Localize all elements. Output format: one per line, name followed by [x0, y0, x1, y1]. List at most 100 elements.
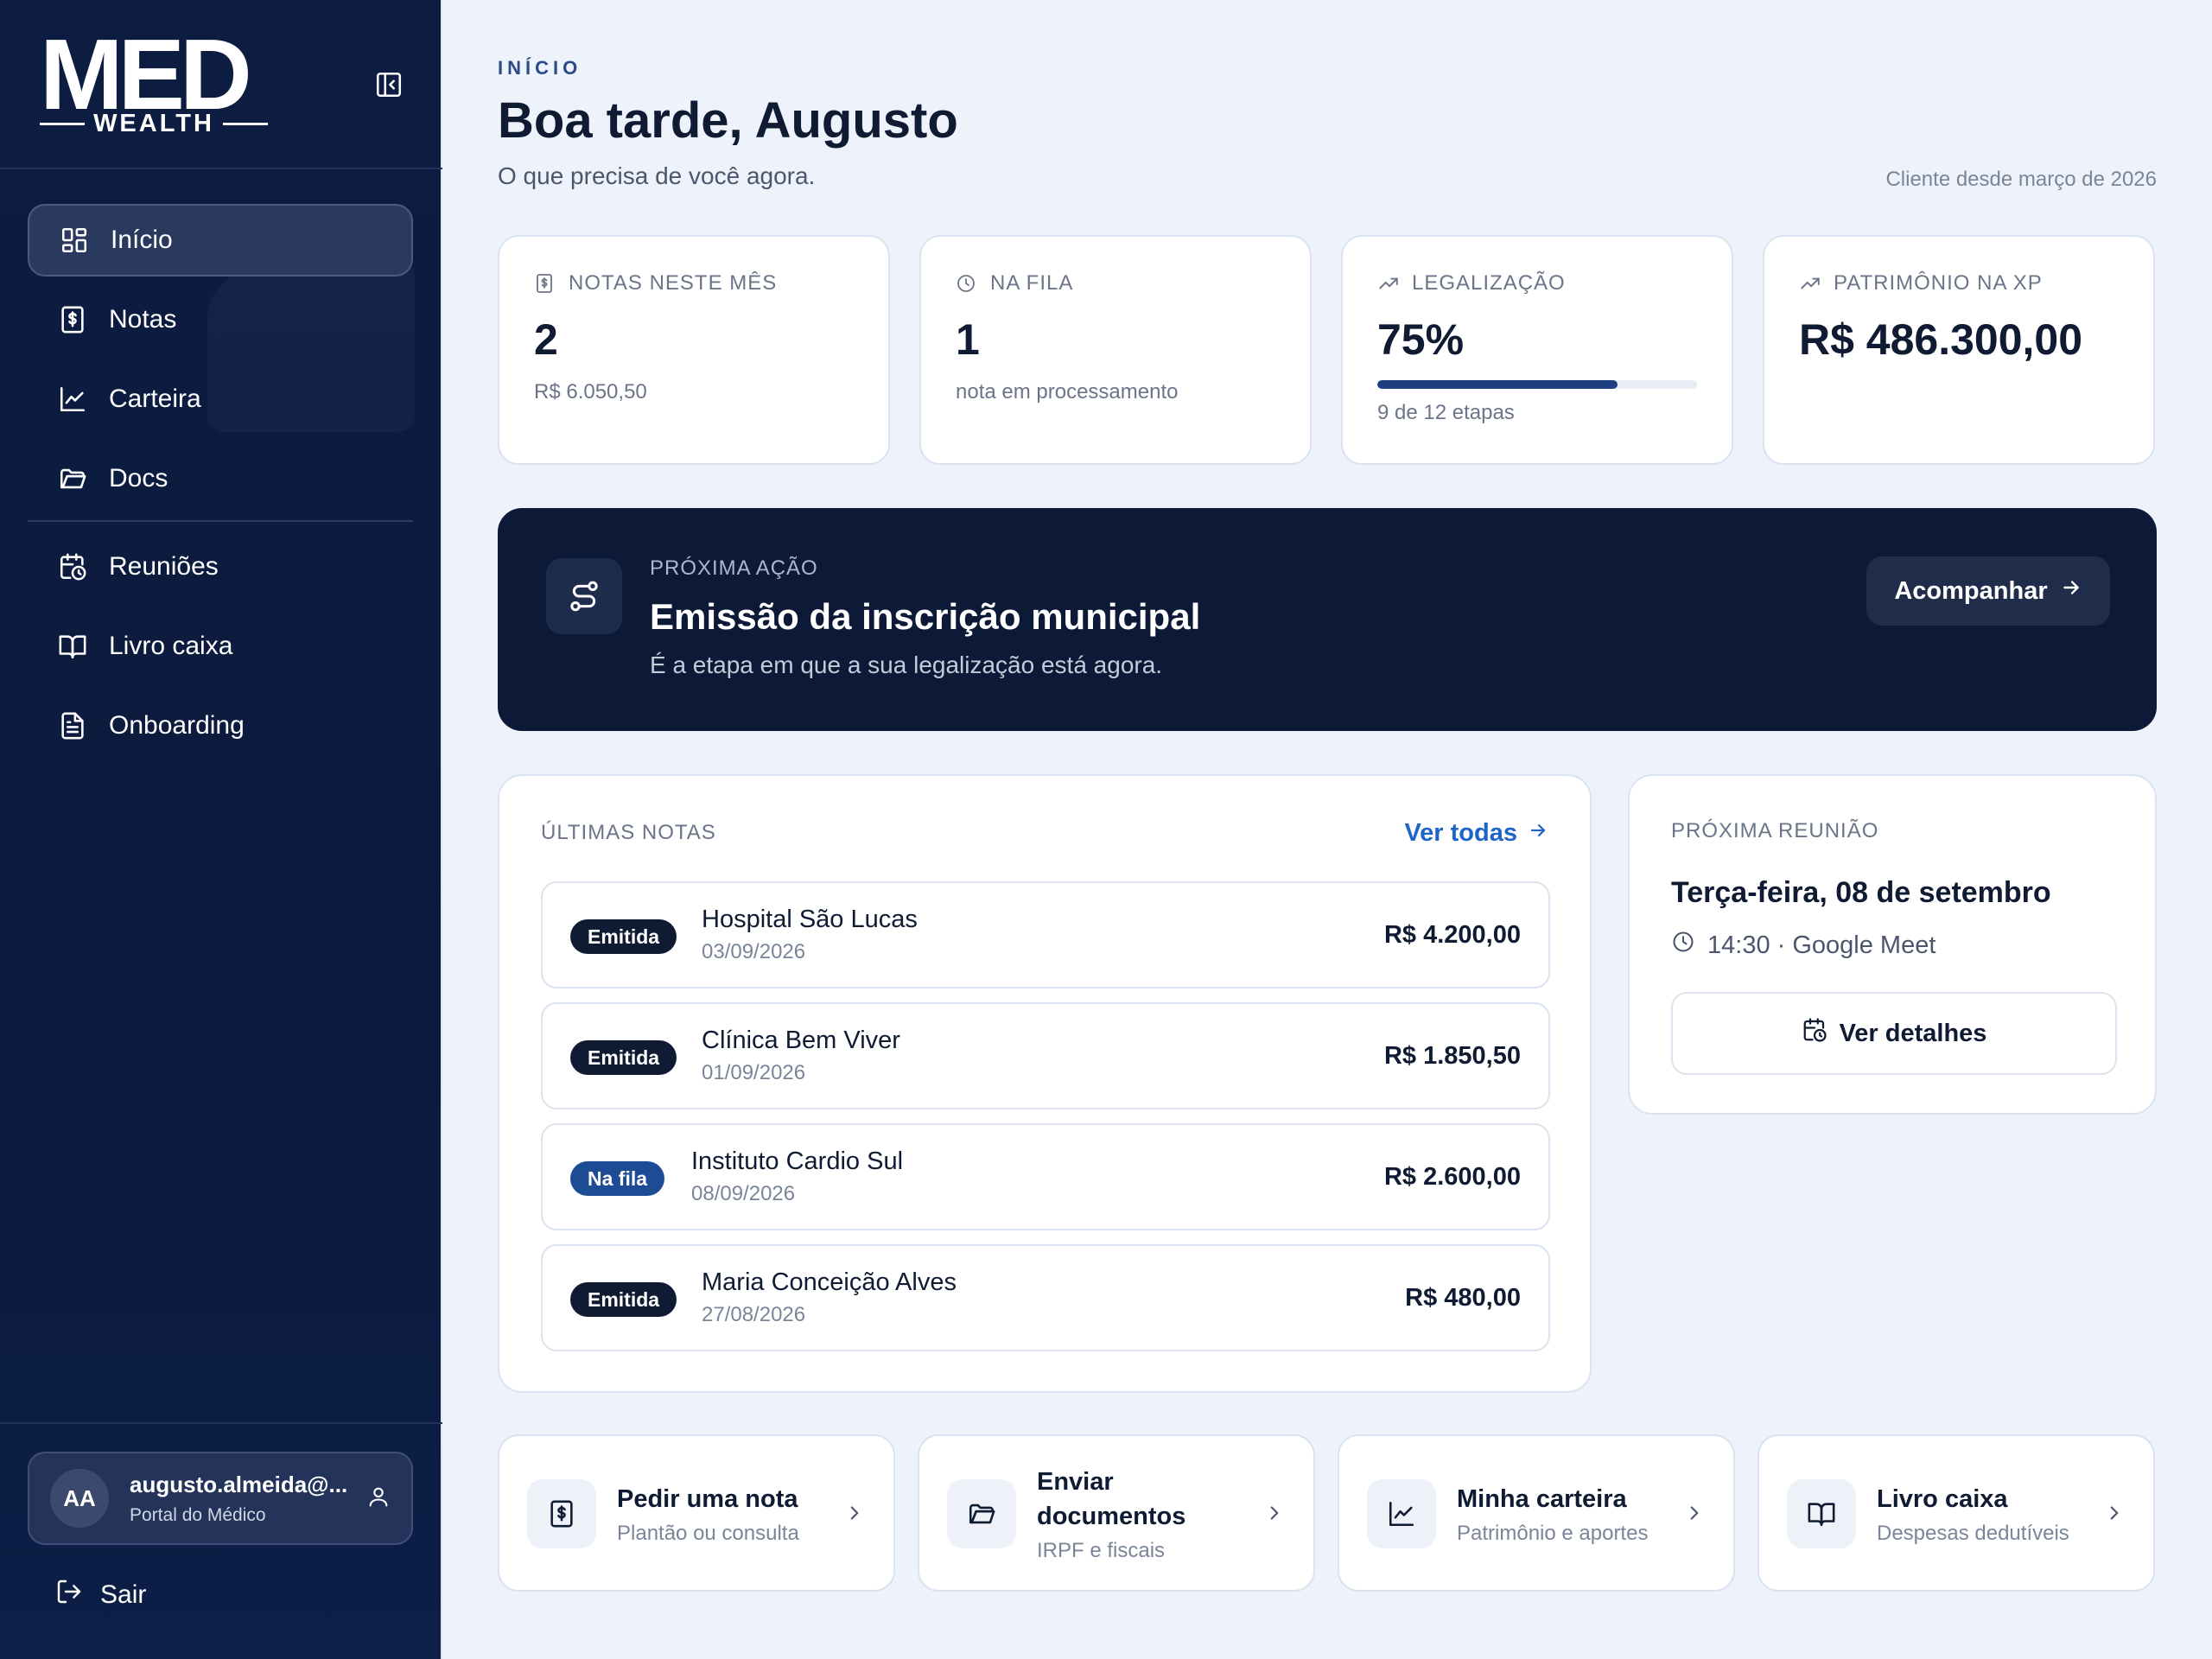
table-row[interactable]: Emitida Maria Conceição Alves 27/08/2026… [541, 1244, 1550, 1351]
chevron-right-icon [1683, 1502, 1706, 1529]
book-open-icon [57, 631, 88, 662]
progress-fill [1377, 380, 1618, 389]
quick-action-pedir-nota[interactable]: Pedir uma nota Plantão ou consulta [498, 1434, 895, 1592]
next-action-title: Emissão da inscrição municipal [650, 596, 1201, 637]
sidebar-section-divider [28, 520, 413, 522]
stat-header: PATRIMÔNIO NA XP [1799, 271, 2119, 296]
status-badge: Emitida [570, 1282, 677, 1317]
status-badge: Na fila [570, 1161, 665, 1196]
quick-action-text: Minha carteira Patrimônio e aportes [1457, 1436, 1681, 1593]
user-email: augusto.almeida@... [130, 1471, 348, 1497]
chevron-right-icon [1263, 1502, 1286, 1529]
next-action-label: PRÓXIMA AÇÃO [650, 556, 818, 580]
note-client-name: Maria Conceição Alves [702, 1268, 957, 1296]
stat-label: NA FILA [990, 271, 1074, 295]
sidebar-item-carteira[interactable]: Carteira [28, 363, 413, 435]
calendar-clock-icon [57, 551, 88, 582]
user-role: Portal do Médico [130, 1504, 266, 1525]
view-details-button[interactable]: Ver detalhes [1671, 992, 2117, 1075]
stat-value: 1 [956, 315, 980, 364]
brand-tagline-row: WEALTH [40, 109, 269, 138]
clock-icon [1671, 930, 1695, 961]
route-icon [546, 558, 622, 634]
user-info: augusto.almeida@... Portal do Médico [130, 1471, 347, 1526]
trend-up-icon [1377, 272, 1400, 295]
brand-line-left [40, 122, 86, 125]
follow-button[interactable]: Acompanhar [1866, 556, 2110, 626]
sidebar-divider [0, 168, 442, 169]
logout-button[interactable]: Sair [55, 1578, 146, 1612]
user-icon[interactable] [366, 1484, 391, 1513]
quick-action-livro-caixa[interactable]: Livro caixa Despesas dedutíveis [1758, 1434, 2155, 1592]
sidebar-item-label: Carteira [109, 385, 201, 413]
quick-action-subtitle: Patrimônio e aportes [1457, 1522, 1649, 1545]
stat-sub: 9 de 12 etapas [1377, 401, 1515, 424]
logout-icon [55, 1578, 83, 1612]
table-row[interactable]: Emitida Hospital São Lucas 03/09/2026 R$… [541, 881, 1550, 988]
note-date: 27/08/2026 [702, 1303, 806, 1326]
clock-icon [956, 272, 978, 295]
user-card[interactable]: AA augusto.almeida@... Portal do Médico [28, 1452, 413, 1545]
stat-value: 2 [534, 315, 558, 364]
quick-action-minha-carteira[interactable]: Minha carteira Patrimônio e aportes [1338, 1434, 1735, 1592]
sidebar-item-label: Notas [109, 305, 177, 334]
stat-card-notas: NOTAS NESTE MÊS 2 R$ 6.050,50 [498, 235, 890, 465]
sidebar-item-docs[interactable]: Docs [28, 442, 413, 515]
view-details-label: Ver detalhes [1839, 1019, 1987, 1047]
next-action-banner: PRÓXIMA AÇÃO Emissão da inscrição munici… [498, 508, 2157, 731]
sidebar-item-label: Início [111, 226, 173, 254]
note-amount: R$ 4.200,00 [1383, 921, 1521, 949]
folder-icon [57, 463, 88, 494]
next-action-description: É a etapa em que a sua legalização está … [650, 652, 1163, 678]
sidebar-footer-divider [0, 1422, 442, 1424]
stat-label: LEGALIZAÇÃO [1412, 271, 1566, 295]
follow-button-label: Acompanhar [1894, 576, 2048, 605]
meeting-date: Terça-feira, 08 de setembro [1671, 876, 2051, 909]
note-date: 03/09/2026 [702, 940, 806, 963]
stat-sub: nota em processamento [956, 380, 1179, 404]
quick-action-subtitle: IRPF e fiscais [1037, 1539, 1166, 1562]
avatar: AA [50, 1469, 109, 1528]
dashboard-icon [59, 225, 90, 256]
meeting-time: 14:30 · Google Meet [1707, 931, 1936, 959]
client-since: Cliente desde março de 2026 [1885, 168, 2157, 191]
stat-card-patrimonio: PATRIMÔNIO NA XP R$ 486.300,00 [1763, 235, 2155, 465]
sidebar-item-inicio[interactable]: Início [28, 204, 413, 276]
sidebar-collapse-button[interactable] [372, 67, 406, 102]
stat-header: NOTAS NESTE MÊS [534, 271, 854, 296]
table-row[interactable]: Na fila Instituto Cardio Sul 08/09/2026 … [541, 1123, 1550, 1230]
calendar-clock-icon [1802, 1017, 1827, 1050]
sidebar-item-livro-caixa[interactable]: Livro caixa [28, 610, 413, 683]
quick-action-title: Livro caixa [1877, 1485, 2008, 1513]
note-client-name: Clínica Bem Viver [702, 1027, 900, 1054]
status-badge: Emitida [570, 1040, 677, 1075]
chart-line-icon [57, 384, 88, 415]
stat-card-legalizacao: LEGALIZAÇÃO 75% 9 de 12 etapas [1341, 235, 1733, 465]
stat-header: NA FILA [956, 271, 1275, 296]
table-row[interactable]: Emitida Clínica Bem Viver 01/09/2026 R$ … [541, 1002, 1550, 1109]
stat-sub: R$ 6.050,50 [534, 380, 647, 404]
chevron-right-icon [843, 1502, 866, 1529]
sidebar-item-reunioes[interactable]: Reuniões [28, 531, 413, 603]
latest-notes-card: ÚLTIMAS NOTAS Ver todas Emitida Hospital… [498, 774, 1592, 1393]
stat-value: R$ 486.300,00 [1799, 315, 2083, 364]
quick-action-enviar-documentos[interactable]: Enviar documentos IRPF e fiscais [918, 1434, 1315, 1592]
brand-logo[interactable]: MED WEALTH [40, 24, 269, 138]
sidebar-item-notas[interactable]: Notas [28, 283, 413, 356]
stat-header: LEGALIZAÇÃO [1377, 271, 1697, 296]
note-client-name: Hospital São Lucas [702, 906, 918, 933]
quick-action-text: Livro caixa Despesas dedutíveis [1877, 1436, 2101, 1593]
see-all-link[interactable]: Ver todas [1404, 819, 1548, 848]
note-amount: R$ 1.850,50 [1383, 1042, 1521, 1070]
stat-value: 75% [1377, 315, 1465, 364]
sidebar-item-label: Docs [109, 464, 168, 493]
note-date: 01/09/2026 [702, 1061, 806, 1084]
page-title: Boa tarde, Augusto [498, 92, 958, 149]
meeting-time-row: 14:30 · Google Meet [1671, 930, 1936, 961]
note-client-name: Instituto Cardio Sul [691, 1147, 904, 1175]
legalization-progress-bar [1377, 380, 1697, 389]
sidebar-item-label: Livro caixa [109, 632, 233, 660]
sidebar-item-onboarding[interactable]: Onboarding [28, 690, 413, 762]
quick-action-subtitle: Plantão ou consulta [617, 1522, 799, 1545]
sidebar: MED WEALTH Início Notas Carteira Docs Re… [0, 0, 442, 1659]
